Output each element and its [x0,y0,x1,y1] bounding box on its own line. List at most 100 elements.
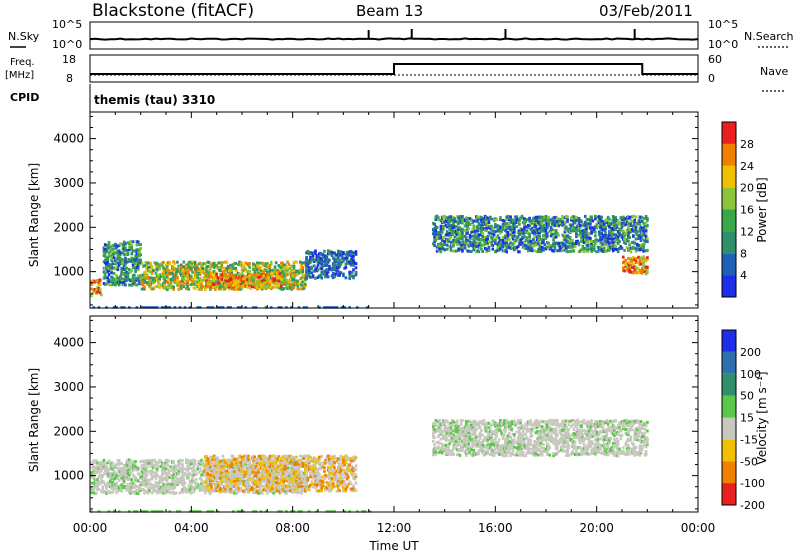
echo-cell [91,462,94,466]
echo-cell [285,467,288,471]
echo-cell [185,266,188,270]
echo-cell [633,246,636,250]
echo-cell [443,240,446,243]
echo-cell [111,247,115,251]
echo-cell [164,482,168,486]
echo-cell [228,281,231,285]
echo-cell [623,237,626,241]
echo-cell [287,480,291,484]
echo-cell [136,240,140,244]
echo-cell [557,249,560,253]
echo-cell [558,244,562,248]
echo-cell [97,466,101,470]
echo-cell [253,271,256,275]
y-tick-label: 4000 [53,132,84,146]
echo-cell [134,465,137,469]
echo-cell [518,232,521,236]
echo-cell [538,231,541,235]
echo-cell [193,459,197,463]
echo-cell [532,244,535,248]
echo-cell [205,476,208,480]
echo-cell [553,224,557,228]
echo-cell [143,287,146,291]
echo-cell [506,234,510,237]
echo-cell [601,241,605,245]
echo-cell [553,229,557,233]
echo-cell [185,287,188,291]
echo-cell [197,470,201,474]
echo-cell [468,240,472,244]
echo-cell [483,236,487,239]
echo-cell [174,467,178,471]
echo-cell [320,262,324,266]
echo-cell [273,278,277,282]
echo-cell [452,231,455,235]
echo-cell [267,487,270,490]
echo-cell [221,261,225,264]
echo-cell [556,217,559,221]
echo-cell [109,467,112,471]
echo-cell [258,476,262,480]
echo-cell [130,478,134,481]
echo-cell [609,237,612,241]
colorbar-swatch [722,122,736,144]
echo-cell [553,248,557,252]
echo-cell [281,477,284,481]
echo-cell [572,229,576,233]
echo-cell [267,285,270,289]
echo-cell [252,470,255,474]
echo-cell [219,476,222,480]
echo-cell [103,462,107,466]
echo-cell [632,271,635,275]
echo-cell [343,266,346,270]
echo-cell [128,477,131,481]
echo-cell [641,216,644,220]
echo-cell [150,272,154,275]
echo-cell [230,468,234,472]
echo-cell [155,467,159,471]
echo-cell [352,268,355,272]
echo-cell [223,474,226,478]
echo-cell [473,246,477,250]
echo-cell [267,464,270,468]
echo-cell [595,238,598,242]
echo-cell [453,235,457,239]
echo-cell [525,236,529,240]
echo-cell [506,231,510,234]
echo-cell [539,250,543,253]
echo-cell [187,464,191,468]
echo-cell [525,229,529,233]
echo-cell [476,237,479,241]
echo-cell [461,227,464,231]
echo-cell [249,463,253,467]
echo-cell [242,466,245,470]
echo-cell [273,472,277,476]
echo-cell [547,215,550,219]
echo-cell [283,282,287,286]
echo-cell [487,240,491,244]
echo-cell [140,465,144,469]
echo-cell [181,269,184,273]
echo-cell [281,261,284,265]
echo-cell [544,228,548,232]
echo-cell [606,215,610,219]
echo-cell [119,253,122,257]
echo-cell [116,257,120,261]
echo-cell [475,245,478,248]
echo-cell [632,224,635,228]
sky-tick-low: 10^0 [52,38,82,51]
echo-cell [131,473,135,477]
echo-cell [191,270,194,274]
echo-cell [186,279,189,283]
echo-cell [296,273,300,276]
freq-unit: [MHz] [5,70,34,81]
echo-cell [97,475,101,479]
echo-cell [445,230,449,234]
echo-cell [480,229,483,233]
echo-cell [624,258,628,262]
echo-cell [549,226,553,229]
echo-cell [585,222,588,226]
echo-cell [124,256,127,260]
echo-cell [452,223,455,227]
echo-cell [499,216,502,220]
